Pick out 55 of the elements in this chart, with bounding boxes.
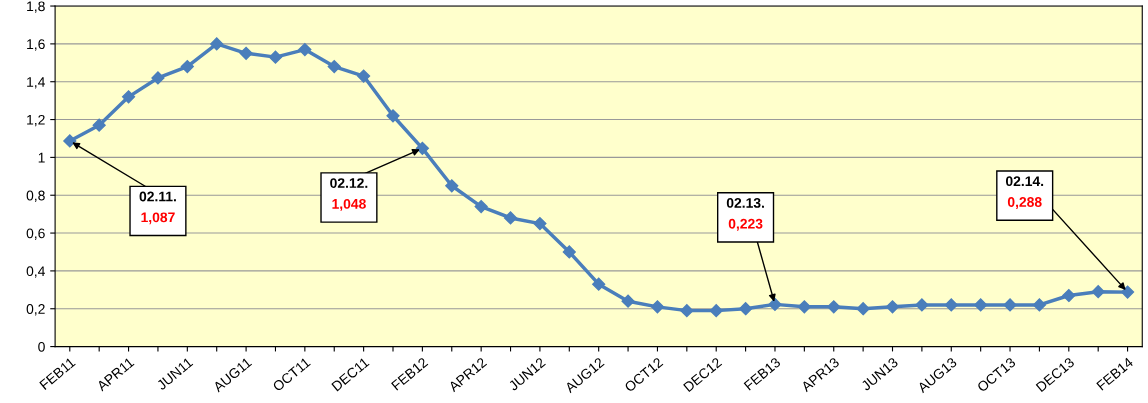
point	[797, 300, 811, 314]
point	[974, 298, 988, 312]
point	[680, 304, 694, 318]
point	[768, 297, 782, 311]
point	[944, 298, 958, 312]
point	[121, 90, 136, 104]
point	[445, 179, 459, 193]
point	[298, 42, 312, 57]
point	[1120, 285, 1135, 299]
point	[180, 59, 194, 74]
point	[239, 46, 253, 60]
y-tick-label: 1	[38, 152, 45, 163]
point	[1003, 298, 1017, 312]
point	[503, 211, 518, 225]
point	[739, 302, 753, 316]
point	[650, 300, 665, 314]
point	[327, 59, 341, 74]
annotation: 1,048	[332, 198, 366, 211]
point	[827, 300, 841, 314]
point	[415, 141, 429, 155]
y-tick-label: 0,6	[26, 228, 45, 240]
annotation: 02.12.	[330, 178, 368, 188]
point	[268, 50, 283, 64]
annotation: 0,223	[728, 218, 763, 231]
point	[709, 304, 723, 318]
y-tick-label: 0,2	[26, 304, 45, 316]
point	[885, 300, 900, 314]
y-tick-label: 0,4	[26, 266, 45, 278]
point	[1091, 285, 1105, 299]
y-tick-label: 0,8	[26, 190, 45, 203]
y-tick-label: 1,2	[27, 114, 45, 127]
point	[386, 109, 400, 123]
point	[856, 302, 870, 316]
y-tick-label: 1,6	[27, 39, 45, 51]
point	[915, 298, 929, 312]
point	[592, 277, 606, 291]
annotation: 02.13.	[726, 198, 764, 208]
point	[533, 217, 547, 231]
annotation: 0,288	[1007, 197, 1042, 209]
point	[210, 37, 224, 51]
y-tick-label: 1,8	[27, 1, 45, 13]
y-tick-label: 0	[38, 341, 45, 352]
point	[621, 294, 635, 308]
point	[92, 118, 106, 132]
point	[1032, 298, 1047, 312]
annotation: 1,087	[141, 212, 175, 225]
point	[357, 69, 371, 83]
point	[63, 134, 77, 148]
point	[151, 71, 165, 85]
point	[474, 199, 488, 214]
point	[1062, 288, 1076, 303]
annotation: 02.14.	[1005, 176, 1044, 187]
y-tick-label: 1,4	[27, 77, 45, 89]
annotation: 02.11.	[139, 191, 176, 202]
point	[562, 245, 576, 259]
